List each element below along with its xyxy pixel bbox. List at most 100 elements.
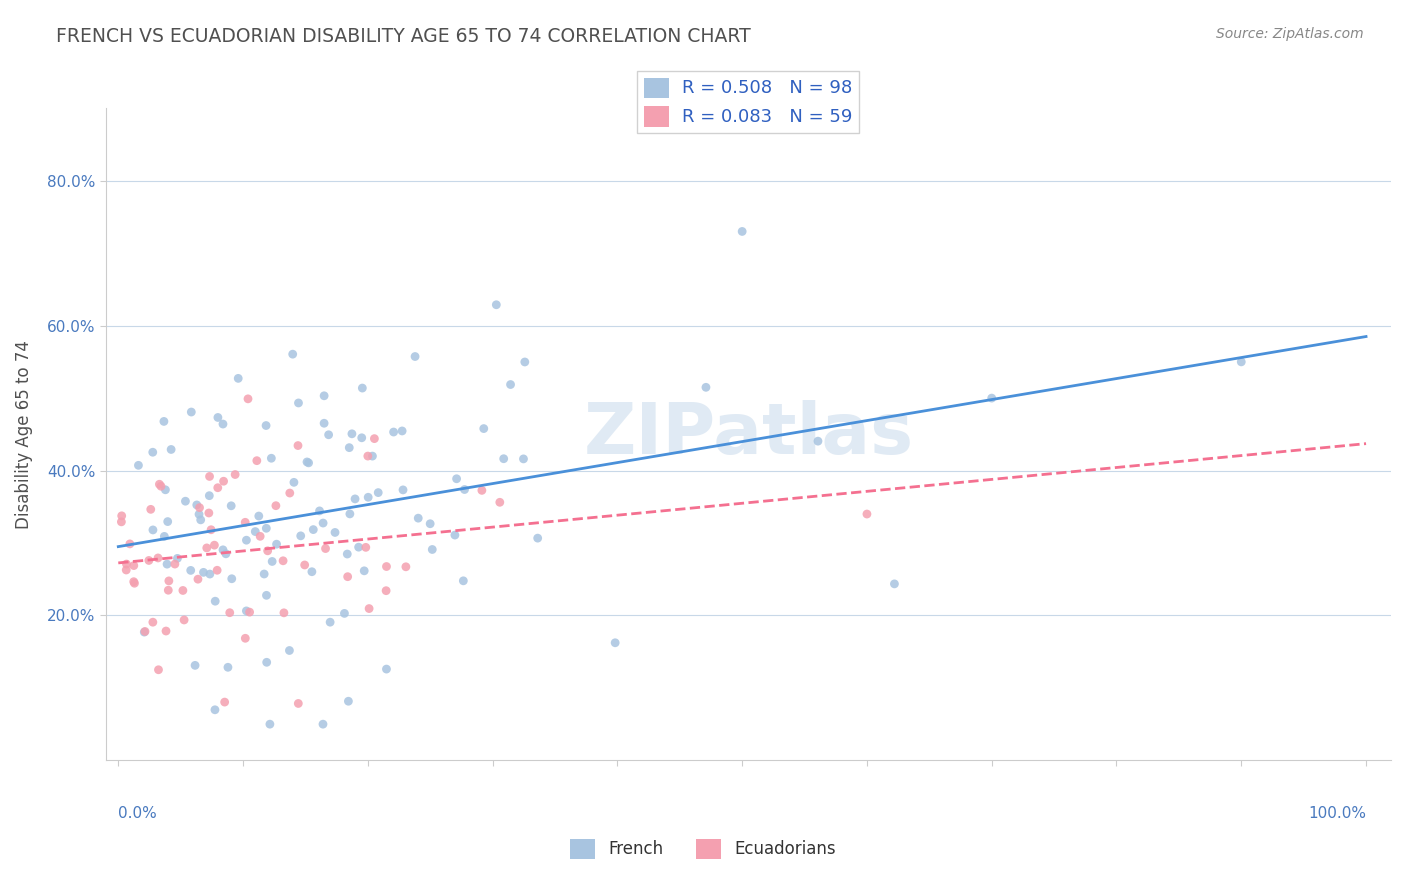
Point	[235, 604, 257, 618]
Point	[352, 381, 374, 395]
Point	[233, 516, 256, 530]
Point	[392, 483, 415, 497]
Point	[266, 537, 288, 551]
Point	[249, 529, 271, 543]
Point	[207, 481, 229, 495]
Point	[361, 449, 384, 463]
Point	[290, 529, 312, 543]
Point	[256, 588, 278, 602]
Point	[315, 541, 337, 556]
Point	[344, 491, 367, 506]
Point	[155, 624, 177, 638]
Point	[856, 507, 879, 521]
Point	[262, 554, 284, 568]
Point	[198, 567, 221, 582]
Point	[198, 506, 221, 520]
Point	[278, 486, 301, 500]
Point	[215, 547, 238, 561]
Point	[138, 553, 160, 567]
Point	[212, 417, 235, 431]
Point	[283, 475, 305, 490]
Point	[302, 523, 325, 537]
Point	[260, 451, 283, 466]
Point	[314, 417, 336, 431]
Point	[259, 717, 281, 731]
Point	[695, 380, 717, 394]
Point	[236, 392, 259, 406]
Point	[281, 347, 304, 361]
Point	[134, 624, 156, 639]
Point	[198, 489, 221, 503]
Point	[472, 421, 495, 435]
Point	[295, 455, 318, 469]
Y-axis label: Disability Age 65 to 74: Disability Age 65 to 74	[15, 340, 32, 529]
Point	[453, 483, 475, 497]
Point	[278, 643, 301, 657]
Point	[193, 566, 215, 580]
Point	[174, 494, 197, 508]
Text: 0.0%: 0.0%	[118, 806, 157, 821]
Point	[124, 576, 146, 591]
Point	[155, 483, 177, 497]
Point	[350, 431, 373, 445]
Point	[142, 523, 165, 537]
Point	[333, 607, 356, 621]
Point	[245, 524, 267, 539]
Point	[153, 414, 176, 428]
Point	[419, 516, 441, 531]
Point	[453, 574, 475, 588]
Point	[148, 663, 170, 677]
Point	[115, 563, 138, 577]
Point	[156, 515, 179, 529]
Text: ZIPatlas: ZIPatlas	[583, 400, 914, 469]
Point	[444, 528, 467, 542]
Point	[354, 541, 377, 555]
Point	[273, 606, 295, 620]
Point	[111, 508, 134, 523]
Point	[173, 613, 195, 627]
Point	[235, 533, 257, 548]
Point	[256, 544, 278, 558]
Point	[312, 516, 335, 530]
Point	[287, 396, 309, 410]
Point	[492, 451, 515, 466]
Point	[605, 636, 627, 650]
Point	[323, 525, 346, 540]
Point	[157, 574, 180, 588]
Point	[314, 389, 336, 403]
Point	[157, 583, 180, 598]
Point	[148, 477, 170, 491]
Text: 100.0%: 100.0%	[1308, 806, 1367, 821]
Point	[485, 298, 508, 312]
Point	[122, 574, 145, 589]
Point	[406, 511, 429, 525]
Point	[233, 632, 256, 646]
Point	[218, 606, 240, 620]
Point	[198, 469, 221, 483]
Text: FRENCH VS ECUADORIAN DISABILITY AGE 65 TO 74 CORRELATION CHART: FRENCH VS ECUADORIAN DISABILITY AGE 65 T…	[56, 27, 751, 45]
Point	[253, 567, 276, 582]
Point	[187, 572, 209, 586]
Point	[883, 577, 905, 591]
Point	[512, 451, 534, 466]
Point	[513, 355, 536, 369]
Point	[172, 583, 194, 598]
Point	[188, 508, 211, 522]
Point	[153, 529, 176, 543]
Point	[340, 426, 363, 441]
Point	[420, 542, 443, 557]
Point	[395, 559, 418, 574]
Point	[184, 658, 207, 673]
Point	[115, 557, 138, 571]
Point	[256, 655, 278, 669]
Point	[205, 563, 228, 577]
Point	[246, 453, 269, 467]
Point	[391, 424, 413, 438]
Point	[337, 441, 360, 455]
Point	[118, 537, 141, 551]
Point	[212, 542, 235, 557]
Point	[404, 350, 426, 364]
Point	[375, 583, 398, 598]
Point	[375, 559, 398, 574]
Point	[146, 550, 169, 565]
